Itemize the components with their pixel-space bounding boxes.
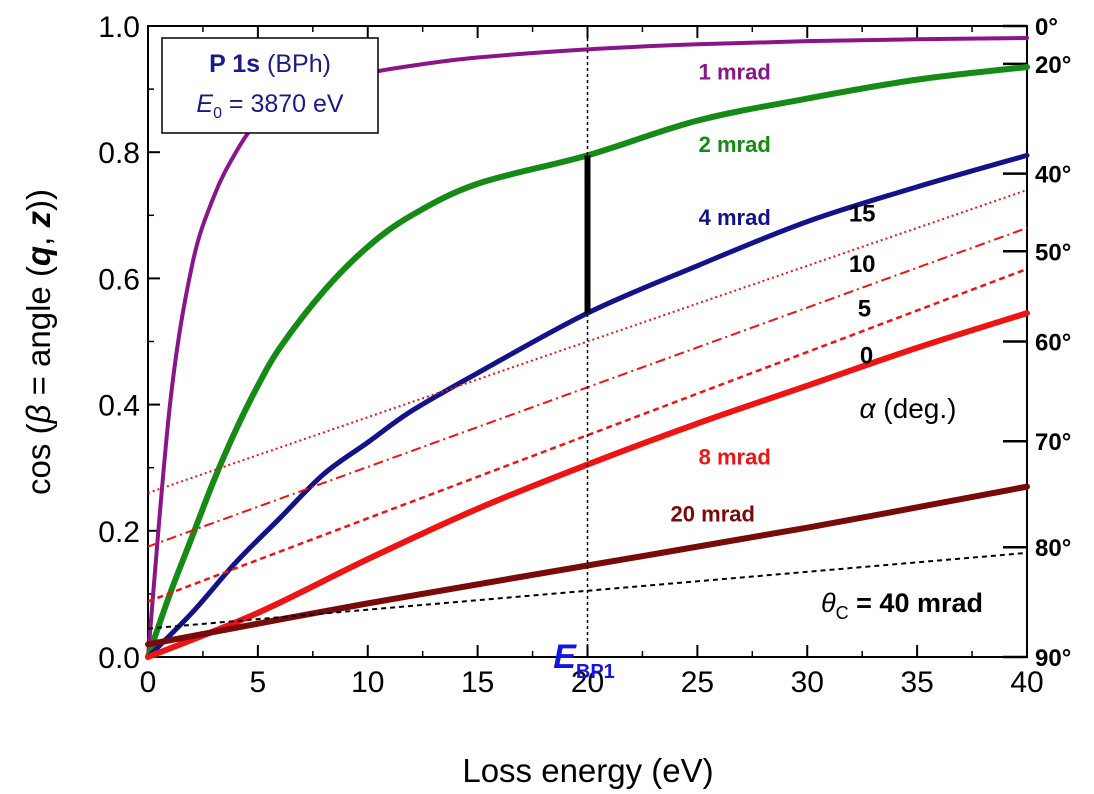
alpha-axis-title: α (deg.) — [860, 393, 957, 424]
right-axis-tick-label: 90° — [1035, 645, 1071, 672]
theta-symbol: θ — [821, 588, 836, 618]
curve-label: 2 mrad — [699, 132, 771, 157]
right-axis-tick-label: 50° — [1035, 239, 1071, 266]
alpha-unit: (deg.) — [883, 393, 956, 424]
y-tick-label: 0.4 — [98, 390, 140, 423]
curve-label: 1 mrad — [699, 60, 771, 85]
right-axis-tick-label: 20° — [1035, 52, 1071, 79]
legend-energy-symbol: E — [196, 90, 213, 118]
series-line — [145, 64, 1030, 660]
series-line — [145, 152, 1030, 660]
alpha-value-label: 10 — [849, 251, 876, 278]
right-axis-tick-label: 70° — [1035, 429, 1071, 456]
y-title-z: z — [20, 211, 57, 229]
legend-box-frame — [161, 37, 379, 134]
curve-label: 8 mrad — [699, 445, 771, 470]
y-title-comma: , — [20, 228, 57, 246]
theta-value: = 40 mrad — [849, 588, 983, 618]
y-tick-label: 0.8 — [98, 137, 140, 170]
curve-label: 4 mrad — [699, 205, 771, 230]
y-tick-label: 0.6 — [98, 263, 140, 296]
alpha-value-label: 15 — [849, 201, 876, 228]
curve-label: 20 mrad — [671, 501, 755, 526]
legend-element: P 1s — [209, 50, 260, 78]
right-axis-tick-label: 40° — [1035, 162, 1071, 189]
legend-box-line2: E0 = 3870 eV — [196, 90, 344, 122]
y-tick-label: 0.0 — [98, 642, 140, 675]
theta-c-label: θC = 40 mrad — [821, 588, 983, 623]
legend-space — [260, 50, 267, 78]
plot-frame-layer: 0 5 10 15 20 25 30 35 40 0.0 0.2 0.4 0.6 0.8 1.0 0° 20° 4… — [98, 11, 1071, 699]
x-tick-label: 5 — [250, 666, 267, 699]
theta-subscript: C — [836, 603, 849, 623]
legend-energy-subscript: 0 — [213, 105, 222, 122]
series-line — [147, 267, 1028, 603]
right-axis-tick-label: 80° — [1035, 535, 1071, 562]
y-title-middle: = angle ( — [20, 266, 57, 405]
alpha-value-label: 5 — [858, 295, 871, 322]
label-layer: 1 mrad 2 mrad 4 mrad 8 mrad 20 mrad 15 10 5 0 — [671, 60, 876, 527]
legend-energy-value: = 3870 eV — [222, 90, 344, 118]
y-title-beta: β — [20, 404, 57, 424]
x-tick-label: 15 — [461, 666, 494, 699]
y-tick-label: 0.2 — [98, 516, 140, 549]
x-tick-label: 30 — [791, 666, 824, 699]
alpha-space — [876, 393, 884, 424]
x-tick-label: 10 — [351, 666, 384, 699]
e-bp1-subscript: BP1 — [576, 661, 615, 683]
legend-box-line1: P 1s (BPh) — [209, 50, 331, 78]
x-tick-label: 35 — [900, 666, 933, 699]
y-title-q: q — [20, 246, 57, 266]
e-bp1-symbol: E — [553, 638, 577, 676]
legend-sample: (BPh) — [267, 50, 331, 78]
right-axis-tick-label: 60° — [1035, 330, 1071, 357]
series-line — [145, 483, 1030, 648]
y-title-suffix: )) — [20, 189, 57, 211]
e-bp1-label: EBP1 — [553, 638, 615, 683]
legend-box: P 1s (BPh) E0 = 3870 eV — [161, 37, 379, 134]
x-tick-label: 20 — [571, 666, 604, 699]
x-tick-label: 40 — [1010, 666, 1043, 699]
x-tick-label: 0 — [140, 666, 157, 699]
y-title-prefix: cos ( — [20, 423, 57, 495]
y-tick-label: 1.0 — [98, 11, 140, 44]
alpha-value-label: 0 — [860, 343, 873, 370]
right-axis-tick-label: 0° — [1035, 14, 1058, 41]
x-axis-title: Loss energy (eV) — [462, 752, 713, 789]
alpha-symbol: α — [860, 393, 877, 424]
y-axis-title: cos (β = angle (q, z)) — [20, 189, 57, 495]
x-tick-label: 25 — [681, 666, 714, 699]
